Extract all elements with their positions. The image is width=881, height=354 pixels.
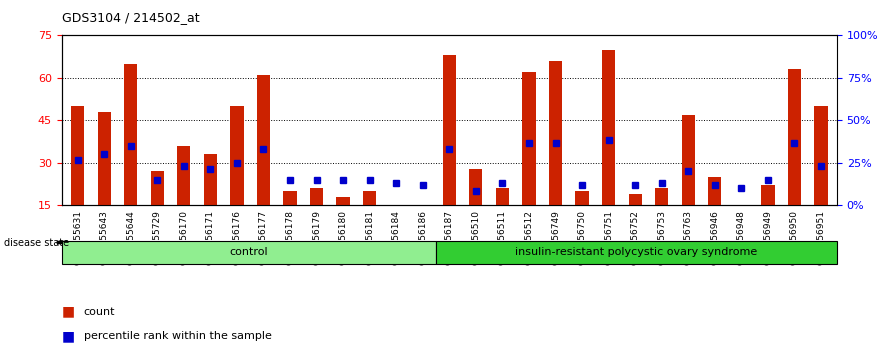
Bar bbox=[204, 154, 217, 205]
Text: insulin-resistant polycystic ovary syndrome: insulin-resistant polycystic ovary syndr… bbox=[515, 247, 758, 257]
Text: ■: ■ bbox=[62, 329, 75, 343]
Bar bbox=[788, 69, 801, 205]
Bar bbox=[230, 106, 243, 205]
Bar bbox=[337, 197, 350, 205]
Bar bbox=[151, 171, 164, 205]
Bar bbox=[496, 188, 509, 205]
Bar bbox=[708, 177, 722, 205]
Bar bbox=[682, 115, 695, 205]
Bar bbox=[284, 191, 297, 205]
Bar bbox=[602, 50, 615, 205]
Text: count: count bbox=[84, 307, 115, 316]
Bar bbox=[363, 191, 376, 205]
Text: ■: ■ bbox=[62, 304, 75, 319]
Text: control: control bbox=[229, 247, 268, 257]
Bar bbox=[416, 205, 429, 208]
Bar bbox=[71, 106, 85, 205]
Bar bbox=[389, 205, 403, 208]
Bar bbox=[761, 185, 774, 205]
Bar bbox=[522, 72, 536, 205]
Bar bbox=[177, 146, 190, 205]
Bar bbox=[442, 55, 456, 205]
Bar bbox=[655, 188, 669, 205]
Text: disease state: disease state bbox=[4, 238, 70, 248]
Bar bbox=[124, 64, 137, 205]
Text: GDS3104 / 214502_at: GDS3104 / 214502_at bbox=[62, 11, 199, 24]
Bar bbox=[257, 75, 270, 205]
Bar bbox=[575, 191, 589, 205]
Bar bbox=[814, 106, 827, 205]
Bar bbox=[98, 112, 111, 205]
Bar bbox=[549, 61, 562, 205]
Bar bbox=[628, 194, 641, 205]
Bar bbox=[470, 169, 483, 205]
Text: percentile rank within the sample: percentile rank within the sample bbox=[84, 331, 271, 341]
Bar bbox=[310, 188, 323, 205]
